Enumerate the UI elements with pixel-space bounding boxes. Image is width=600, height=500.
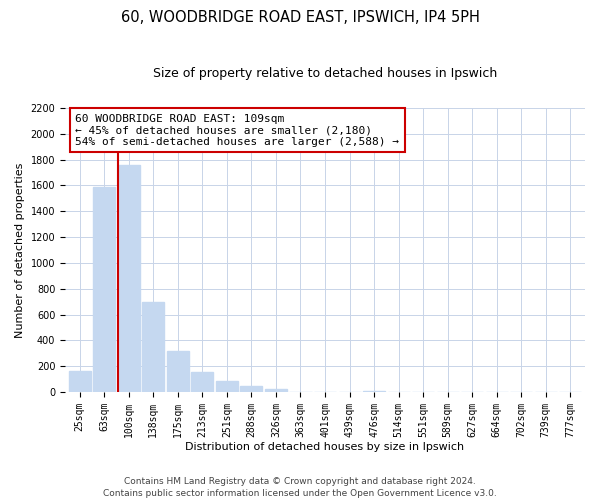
Text: 60, WOODBRIDGE ROAD EAST, IPSWICH, IP4 5PH: 60, WOODBRIDGE ROAD EAST, IPSWICH, IP4 5… — [121, 10, 479, 25]
Bar — [191, 372, 214, 392]
Bar — [265, 390, 287, 392]
Bar — [93, 187, 115, 392]
Text: 60 WOODBRIDGE ROAD EAST: 109sqm
← 45% of detached houses are smaller (2,180)
54%: 60 WOODBRIDGE ROAD EAST: 109sqm ← 45% of… — [76, 114, 400, 147]
Bar — [167, 350, 189, 392]
Y-axis label: Number of detached properties: Number of detached properties — [15, 162, 25, 338]
Text: Contains HM Land Registry data © Crown copyright and database right 2024.
Contai: Contains HM Land Registry data © Crown c… — [103, 476, 497, 498]
Bar — [142, 302, 164, 392]
Bar — [363, 390, 385, 392]
Bar — [69, 372, 91, 392]
Title: Size of property relative to detached houses in Ipswich: Size of property relative to detached ho… — [153, 68, 497, 80]
Bar — [216, 381, 238, 392]
Bar — [241, 386, 262, 392]
Bar — [118, 165, 140, 392]
X-axis label: Distribution of detached houses by size in Ipswich: Distribution of detached houses by size … — [185, 442, 464, 452]
